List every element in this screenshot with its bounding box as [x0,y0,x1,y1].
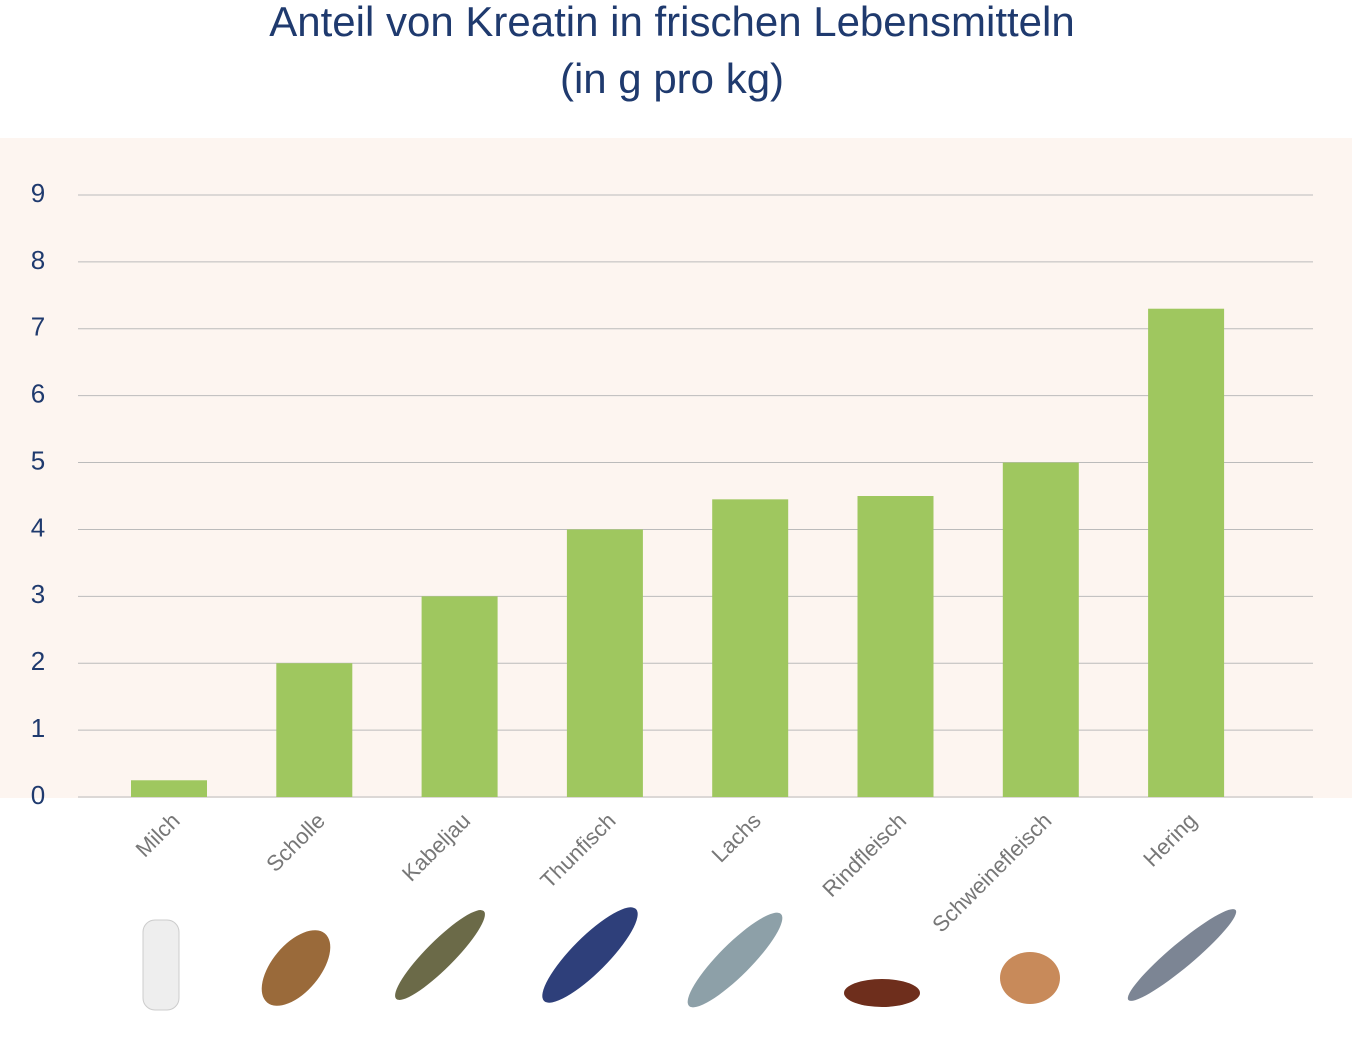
herring-icon [1127,909,1237,1001]
x-tick-label: Schweinefleisch [927,808,1056,937]
y-tick-label: 2 [31,646,45,676]
y-tick-label: 6 [31,379,45,409]
x-tick-label: Lachs [707,808,766,867]
bar [712,499,789,797]
pork-icon [1000,952,1060,1004]
y-tick-label: 3 [31,579,45,609]
bar [131,780,207,797]
bar [1002,462,1079,797]
food-icons [142,907,1237,1011]
cod-icon [395,910,485,1000]
x-tick-label: Rindfleisch [817,808,911,902]
x-tick-label: Hering [1138,808,1202,872]
y-tick-label: 9 [31,178,45,208]
y-tick-label: 7 [31,312,45,342]
beef-icon [844,979,920,1007]
y-tick-label: 1 [31,713,45,743]
x-tick-label: Kabeljau [397,808,475,886]
chart-subtitle: (in g pro kg) [560,55,784,102]
plot-background [0,138,1352,798]
x-tick-label: Milch [131,808,185,862]
y-tick-label: 4 [31,512,45,542]
bar [421,596,498,797]
chart-title: Anteil von Kreatin in frischen Lebensmit… [269,0,1074,45]
tuna-icon [542,907,638,1003]
y-tick-label: 8 [31,245,45,275]
x-tick-label: Thunfisch [535,808,620,893]
bar [1148,308,1225,797]
x-tick-label: Scholle [261,808,330,877]
y-tick-label: 0 [31,780,45,810]
salmon-icon [687,912,783,1008]
bar [276,663,353,797]
y-tick-label: 5 [31,445,45,475]
bar [857,496,934,797]
milk-bottle-icon [142,919,180,1011]
bar [566,529,643,797]
plaice-icon [261,930,331,1006]
